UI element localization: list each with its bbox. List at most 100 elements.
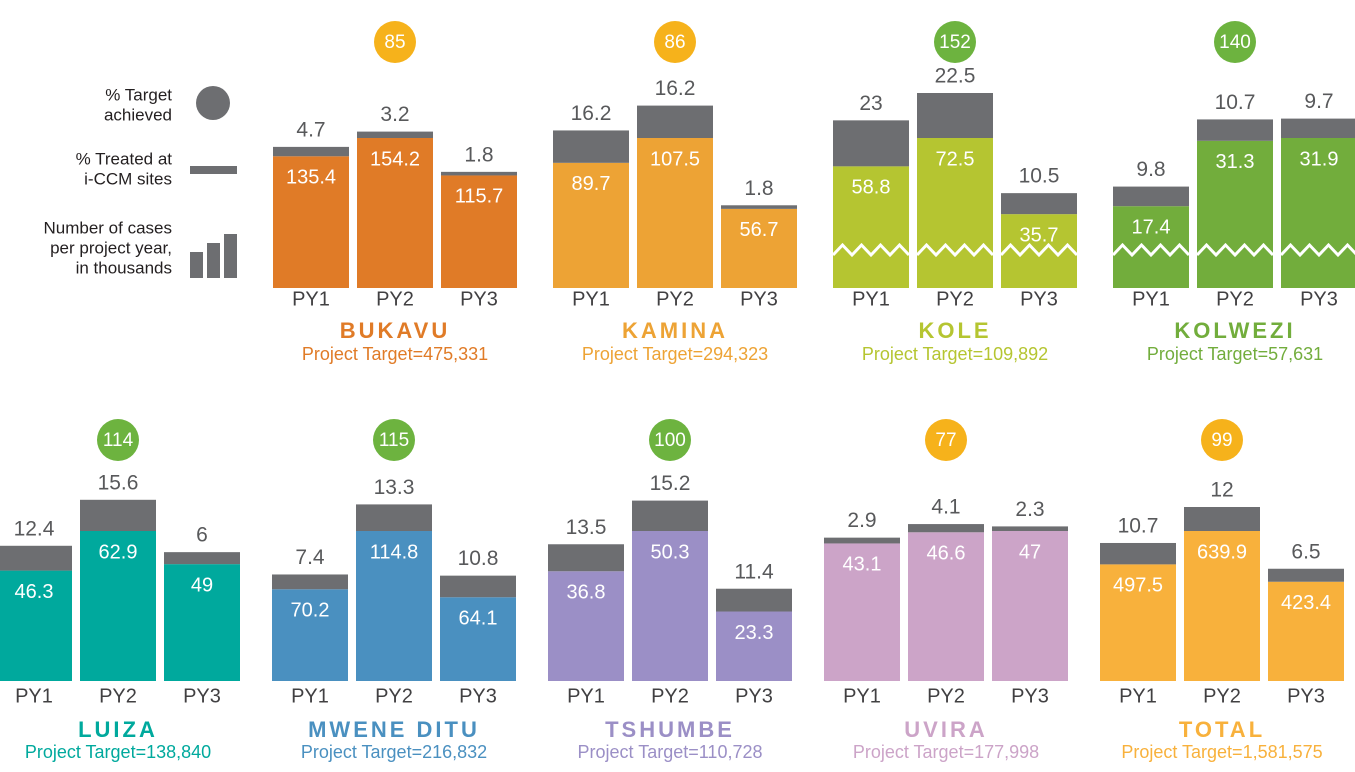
cases-label: 135.4 <box>286 167 336 189</box>
panel-subtitle: Project Target=294,323 <box>582 344 768 364</box>
cases-bar <box>1268 581 1344 681</box>
cases-bar <box>721 208 797 288</box>
legend-text: Number of cases <box>44 218 173 237</box>
treated-cap <box>1113 186 1189 207</box>
axis-break <box>1279 242 1355 258</box>
x-tick-label: PY3 <box>1300 288 1338 310</box>
x-tick-label: PY1 <box>572 288 610 310</box>
cases-label: 31.3 <box>1216 151 1255 173</box>
panel-subtitle: Project Target=177,998 <box>853 742 1039 762</box>
cases-bar <box>1281 138 1355 288</box>
cases-label: 497.5 <box>1113 575 1163 597</box>
legend-bar-icon <box>224 234 237 278</box>
treated-label: 10.7 <box>1118 515 1159 538</box>
treated-label: 2.9 <box>847 509 876 532</box>
cases-label: 423.4 <box>1281 592 1331 614</box>
panel-subtitle: Project Target=216,832 <box>301 742 487 762</box>
x-tick-label: PY1 <box>843 685 881 707</box>
cases-label: 115.7 <box>455 186 504 208</box>
target-badge-label: 140 <box>1219 32 1251 53</box>
target-badge-label: 115 <box>379 430 409 451</box>
cases-bar <box>553 162 629 288</box>
legend-text: % Treated at <box>76 149 173 168</box>
legend-text: achieved <box>104 105 172 124</box>
cases-label: 114.8 <box>370 541 419 563</box>
target-badge-label: 86 <box>664 32 685 53</box>
treated-cap <box>917 93 993 138</box>
treated-label: 3.2 <box>380 103 409 126</box>
axis-break <box>831 242 911 258</box>
treated-label: 1.8 <box>464 143 493 166</box>
treated-label: 15.6 <box>98 471 139 494</box>
treated-cap <box>548 544 624 572</box>
x-tick-label: PY3 <box>735 685 773 707</box>
legend-text: i-CCM sites <box>84 169 172 188</box>
legend-dash-icon <box>190 166 237 174</box>
cases-label: 46.3 <box>15 581 54 603</box>
axis-break <box>915 242 995 258</box>
x-tick-label: PY2 <box>651 685 689 707</box>
treated-cap <box>1281 118 1355 138</box>
x-tick-label: PY1 <box>291 685 329 707</box>
cases-label: 49 <box>191 574 213 596</box>
cases-label: 107.5 <box>650 148 700 170</box>
cases-bar <box>1184 531 1260 681</box>
x-tick-label: PY3 <box>183 685 221 707</box>
treated-label: 11.4 <box>734 560 774 583</box>
panel-subtitle: Project Target=109,892 <box>862 344 1048 364</box>
panel-subtitle: Project Target=110,728 <box>578 742 763 762</box>
target-badge <box>934 21 976 63</box>
cases-bar <box>637 138 713 288</box>
panel-title: UVIRA <box>904 717 987 742</box>
treated-cap <box>824 537 900 544</box>
panel-title: BUKAVU <box>340 318 450 343</box>
cases-label: 62.9 <box>99 541 138 563</box>
target-badge-label: 85 <box>384 32 405 53</box>
cases-label: 35.7 <box>1020 224 1059 246</box>
treated-cap <box>164 552 240 565</box>
cases-bar <box>917 138 993 288</box>
cases-bar <box>716 611 792 681</box>
x-tick-label: PY3 <box>460 288 498 310</box>
x-tick-label: PY2 <box>1203 685 1241 707</box>
treated-label: 1.8 <box>744 177 773 200</box>
cases-bar <box>80 531 156 681</box>
treated-label: 9.7 <box>1304 90 1333 113</box>
target-badge <box>373 419 415 461</box>
x-tick-label: PY1 <box>567 685 605 707</box>
x-tick-label: PY1 <box>1132 288 1170 310</box>
x-tick-label: PY3 <box>740 288 778 310</box>
cases-bar <box>1100 564 1176 681</box>
target-badge <box>1214 21 1256 63</box>
cases-label: 72.5 <box>936 148 975 170</box>
treated-cap <box>632 500 708 531</box>
cases-bar <box>833 166 909 288</box>
cases-label: 58.8 <box>852 177 891 199</box>
treated-label: 12 <box>1210 479 1233 502</box>
panel-title: KOLWEZI <box>1174 318 1295 343</box>
treated-label: 16.2 <box>571 102 612 125</box>
cases-bar <box>440 597 516 681</box>
treated-label: 4.1 <box>931 496 960 519</box>
treated-label: 13.3 <box>374 476 415 499</box>
treated-cap <box>992 526 1068 531</box>
cases-label: 23.3 <box>735 622 774 644</box>
legend-text: per project year, <box>50 238 172 257</box>
treated-label: 4.7 <box>296 118 325 141</box>
cases-label: 639.9 <box>1197 541 1247 563</box>
panel-title: TOTAL <box>1179 717 1265 742</box>
treated-cap <box>356 504 432 531</box>
x-tick-label: PY1 <box>1119 685 1157 707</box>
panel-subtitle: Project Target=138,840 <box>25 742 211 762</box>
legend-text: in thousands <box>76 258 172 277</box>
x-tick-label: PY2 <box>375 685 413 707</box>
panel-subtitle: Project Target=57,631 <box>1147 344 1323 364</box>
cases-bar <box>357 138 433 288</box>
x-tick-label: PY1 <box>292 288 330 310</box>
target-badge-label: 99 <box>1211 430 1232 451</box>
panel-title: LUIZA <box>78 717 158 742</box>
legend-bar-icon <box>190 252 203 278</box>
panel-title: MWENE DITU <box>308 717 480 742</box>
treated-cap <box>441 171 517 176</box>
